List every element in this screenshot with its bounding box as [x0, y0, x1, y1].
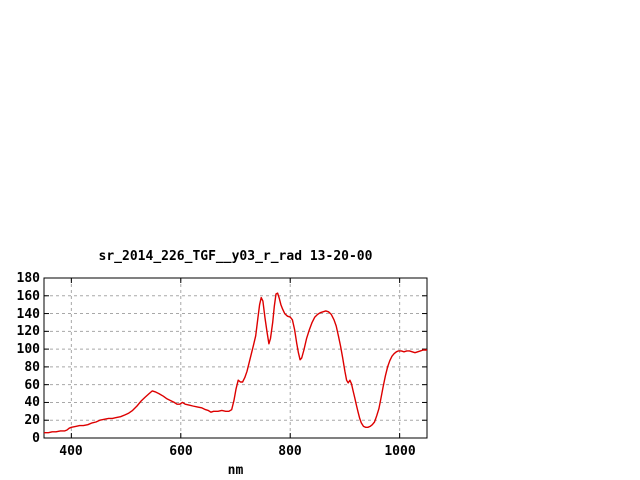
y-tick-label: 0: [32, 431, 40, 446]
x-tick-label: 400: [59, 444, 83, 459]
y-tick-label: 60: [24, 378, 40, 393]
y-tick-label: 180: [16, 271, 40, 286]
x-tick-label: 800: [278, 444, 302, 459]
y-tick-label: 140: [16, 307, 40, 322]
x-tick-label: 600: [169, 444, 193, 459]
x-axis-label: nm: [227, 463, 244, 478]
y-tick-label: 40: [24, 395, 40, 410]
chart-title: sr_2014_226_TGF__y03_r_rad 13-20-00: [98, 249, 373, 264]
x-tick-label: 1000: [384, 444, 416, 459]
y-tick-label: 100: [16, 342, 40, 357]
y-tick-label: 80: [24, 360, 40, 375]
y-tick-label: 160: [16, 289, 40, 304]
y-tick-label: 20: [24, 413, 40, 428]
data-line: [44, 292, 427, 434]
plot-border: [43, 277, 428, 439]
y-tick-label: 120: [16, 324, 40, 339]
